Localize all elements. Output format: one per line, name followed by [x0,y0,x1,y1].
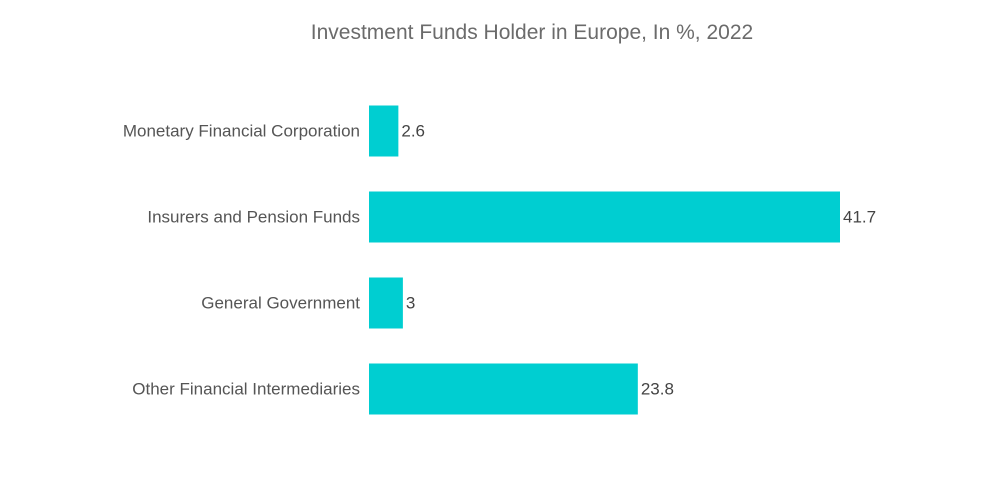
value-label: 41.7 [843,208,876,227]
value-label: 23.8 [641,380,674,399]
bar [369,191,840,243]
category-label: Other Financial Intermediaries [132,380,360,399]
value-label: 2.6 [401,122,425,141]
category-label: Monetary Financial Corporation [123,122,360,141]
bar [369,277,403,329]
value-label: 3 [406,294,415,313]
chart-title: Investment Funds Holder in Europe, In %,… [311,21,753,44]
category-label: Insurers and Pension Funds [147,208,360,227]
category-label: General Government [201,294,360,313]
bars-group: Monetary Financial Corporation 2.6 Insurer… [123,105,876,415]
bar [369,363,638,415]
bar [369,105,399,157]
